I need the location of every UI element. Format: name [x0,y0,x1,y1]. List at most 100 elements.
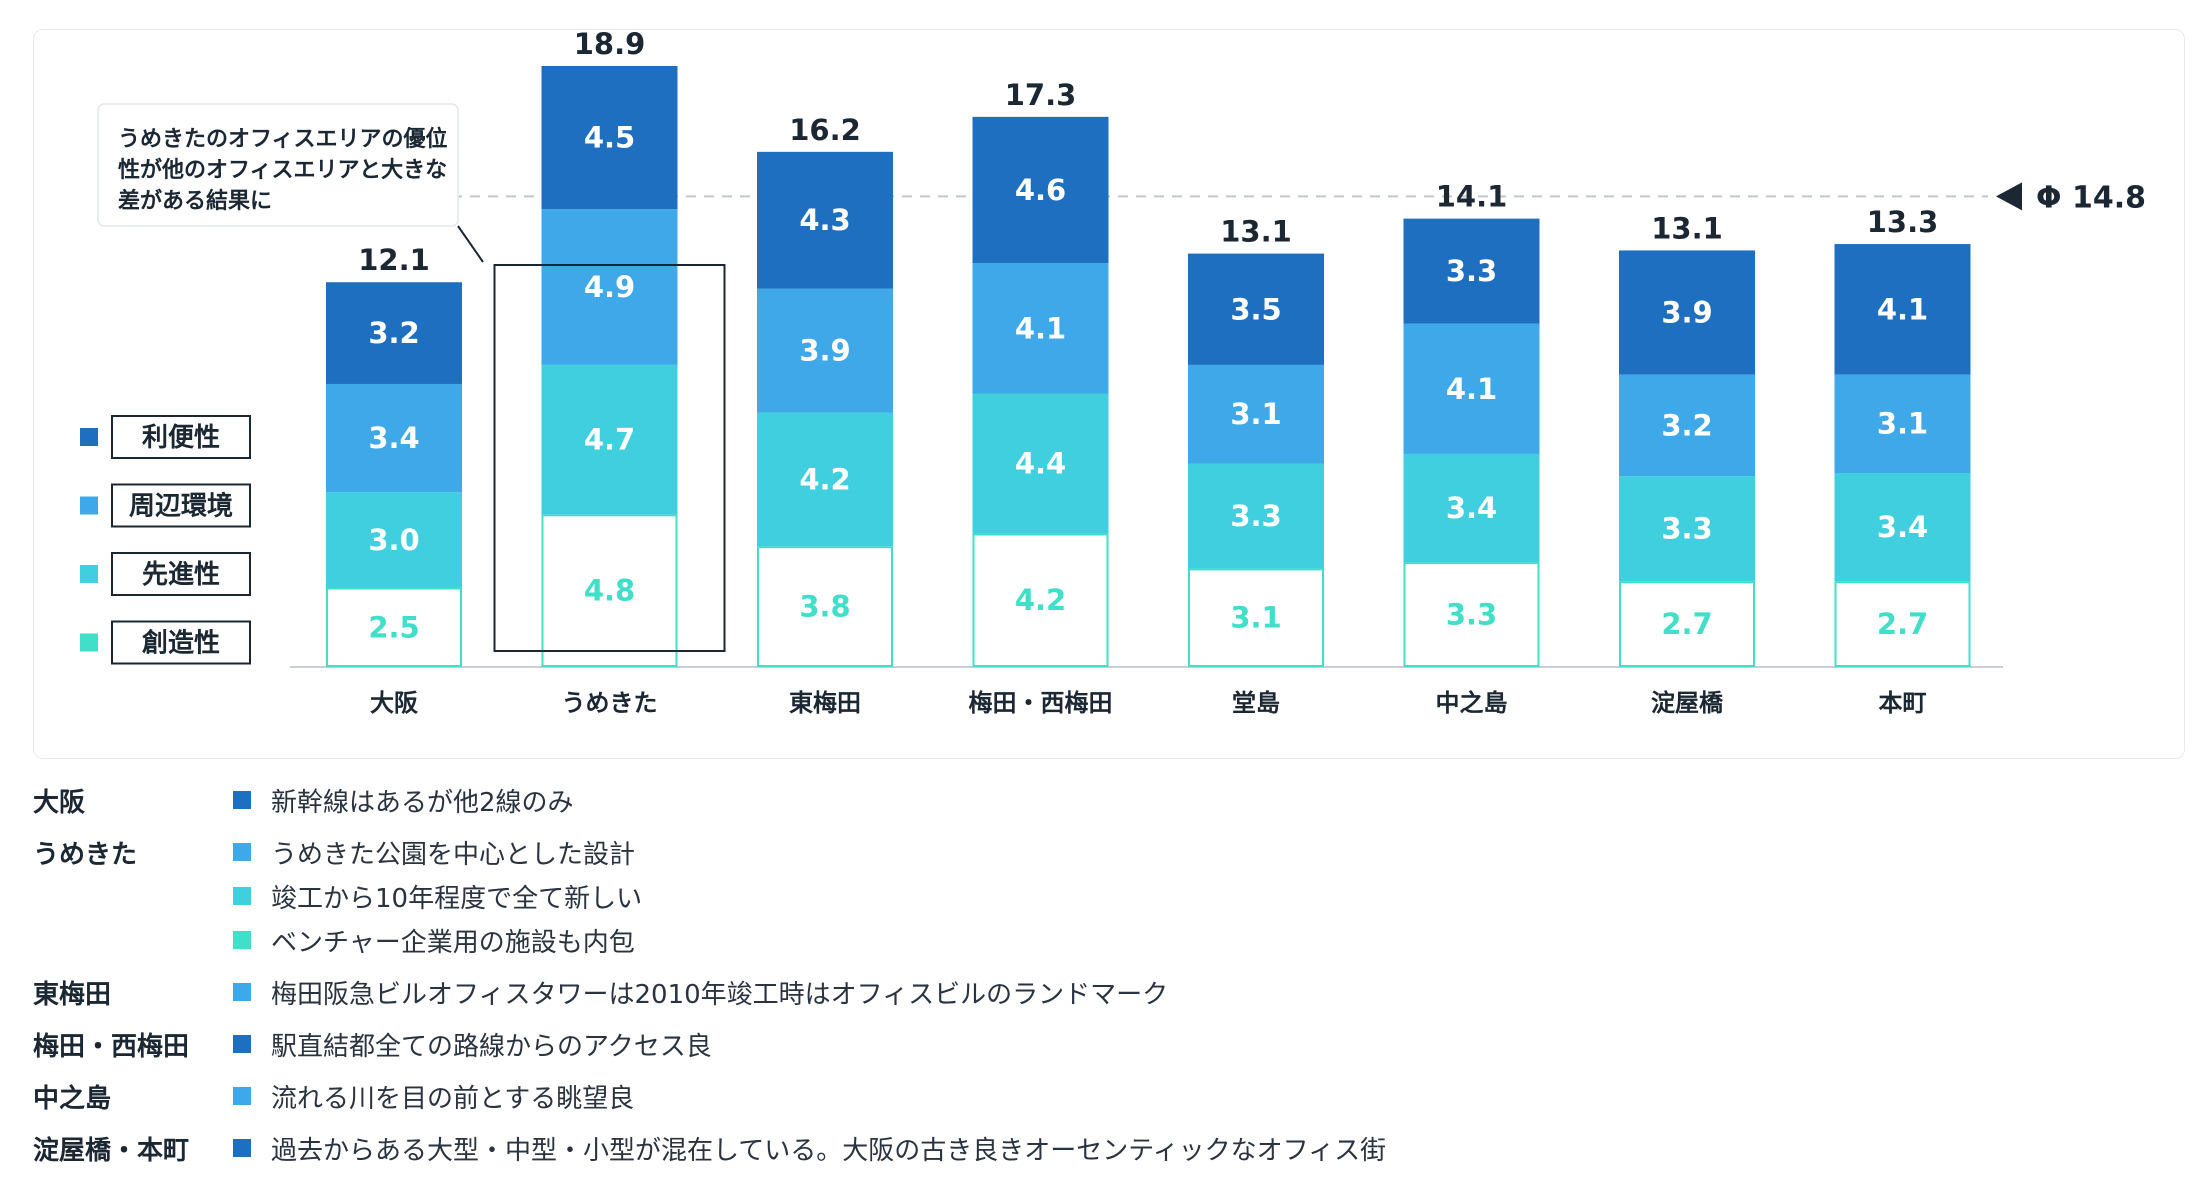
bar-segment [541,65,678,210]
category-label: 堂島 [1232,689,1280,717]
legend-label: 先進性 [142,560,220,590]
bar-value-label: 4.7 [584,423,635,457]
note-row: 淀屋橋・本町 過去からある大型・中型・小型が混在している。大阪の古き良きオーセンテ… [33,1126,2173,1170]
note-color-square [233,791,251,809]
note-area-label: 淀屋橋・本町 [33,1135,190,1166]
bar-value-label: 3.4 [1446,491,1497,525]
bar-segment [972,393,1109,534]
bar-value-label: 3.9 [1661,295,1712,329]
legend-box [111,620,251,665]
note-group: 東梅田 梅田阪急ビルオフィスタワーは2010年竣工時はオフィスビルのランドマーク [33,970,2173,1022]
note-area-label: 中之島 [33,1083,112,1114]
callout-pointer [457,225,484,263]
note-row: 梅田・西梅田 駅直結都全ての路線からのアクセス良 [33,1022,2173,1066]
bar-segment [326,282,462,384]
average-marker-icon [1996,182,2022,211]
bar-value-label: 4.5 [584,121,635,155]
legend-label: 利便性 [142,423,220,453]
bar-total-label: 13.1 [1220,215,1292,249]
note-color-square [233,1139,251,1157]
bar-segment [1188,463,1324,569]
legend-swatch [80,496,98,515]
bar-segment [1403,453,1540,563]
bar-segment [326,587,462,667]
bar-total-label: 18.9 [574,27,646,61]
category-label: 梅田・西梅田 [969,689,1113,717]
legend-swatch [80,565,98,583]
bar-segment [1403,323,1540,454]
note-area-label: 東梅田 [33,979,112,1010]
average-label: Φ 14.8 [2036,180,2146,215]
bar-segment [972,533,1109,667]
bar-segment [1188,364,1324,464]
note-group: 梅田・西梅田 駅直結都全ての路線からのアクセス良 [33,1022,2173,1074]
bar-value-label: 4.1 [1446,372,1497,406]
bar-segment [541,209,678,365]
bar-value-label: 3.5 [1230,292,1281,326]
bar-total-label: 13.3 [1867,205,1939,239]
bar-value-label: 3.4 [368,421,419,455]
bar-segment [326,383,462,493]
callout-text-line: 差がある結果に [118,188,272,214]
bar-value-label: 2.7 [1661,607,1712,641]
note-text: 駅直結都全ての路線からのアクセス良 [271,1031,712,1062]
bar-value-label: 4.4 [1015,446,1066,480]
category-label: 東梅田 [789,689,861,717]
note-group: 大阪 新幹線はあるが他2線のみ [33,778,2173,830]
bar-segment [1619,581,1755,668]
bar-total-label: 13.1 [1651,211,1723,245]
note-row: 竣工から10年程度で全て新しい [33,874,2173,918]
bar-segment [1619,374,1755,477]
note-color-square [233,1087,251,1105]
bar-value-label: 4.1 [1015,311,1066,345]
highlight-box [493,264,726,652]
bar-segment [1403,562,1540,667]
bar-total-label: 12.1 [358,243,430,277]
bar-segment [972,116,1109,264]
bar-value-label: 3.3 [1446,598,1497,632]
bar-value-label: 4.6 [1015,173,1066,207]
bar-value-label: 3.3 [1661,512,1712,546]
note-row: うめきた うめきた公園を中心とした設計 [33,830,2173,874]
bar-segment [1834,473,1971,582]
note-group: 中之島 流れる川を目の前とする眺望良 [33,1074,2173,1126]
note-area-label: 梅田・西梅田 [33,1031,190,1062]
bar-value-label: 3.2 [368,316,419,350]
note-area-label: うめきた [33,839,138,870]
bar-value-label: 3.2 [1661,408,1712,442]
legend-label: 周辺環境 [129,491,233,522]
category-label: 大阪 [370,689,418,717]
bar-value-label: 3.9 [799,334,850,368]
note-area-label: 大阪 [33,787,86,818]
category-label: 本町 [1879,689,1927,717]
bar-value-label: 3.3 [1446,254,1497,288]
callout-text-line: 性が他のオフィスエリアと大きな [118,157,447,183]
category-label: 淀屋橋 [1651,689,1724,717]
notes-list: 大阪 新幹線はあるが他2線のみ うめきた うめきた公園を中心とした設計 竣工から10年程… [33,778,2173,1178]
legend-swatch [80,633,98,652]
note-color-square [233,931,251,949]
bar-segment [1188,568,1324,667]
note-row: ベンチャー企業用の施設も内包 [33,918,2173,962]
bar-value-label: 4.3 [799,203,850,237]
category-label: 中之島 [1436,689,1508,717]
bar-total-label: 17.3 [1005,78,1077,112]
note-text: ベンチャー企業用の施設も内包 [271,927,635,958]
note-row: 大阪 新幹線はあるが他2線のみ [33,778,2173,822]
stacked-bar-chart: Φ 14.8 2.5 3.0 3.4 3.2 12.1 大阪 4.8 4.7 4.9 4.5 18.9… [80,27,2146,717]
bar-segment [1188,253,1324,365]
bar-value-label: 4.8 [584,574,635,608]
note-text: 梅田阪急ビルオフィスタワーは2010年竣工時はオフィスビルのランドマーク [271,979,1169,1010]
legend-box [111,552,251,596]
bar-value-label: 3.1 [1230,397,1281,431]
bar-segment [1619,250,1755,375]
bar-value-label: 4.2 [1015,583,1066,617]
bar-value-label: 3.3 [1230,499,1281,533]
legend-label: 創造性 [142,629,220,659]
legend-swatch [80,428,98,446]
bar-total-label: 14.1 [1436,180,1508,214]
note-row: 東梅田 梅田阪急ビルオフィスタワーは2010年竣工時はオフィスビルのランドマーク [33,970,2173,1014]
bar-segment [1619,476,1755,582]
note-row: 中之島 流れる川を目の前とする眺望良 [33,1074,2173,1118]
note-color-square [233,1035,251,1053]
